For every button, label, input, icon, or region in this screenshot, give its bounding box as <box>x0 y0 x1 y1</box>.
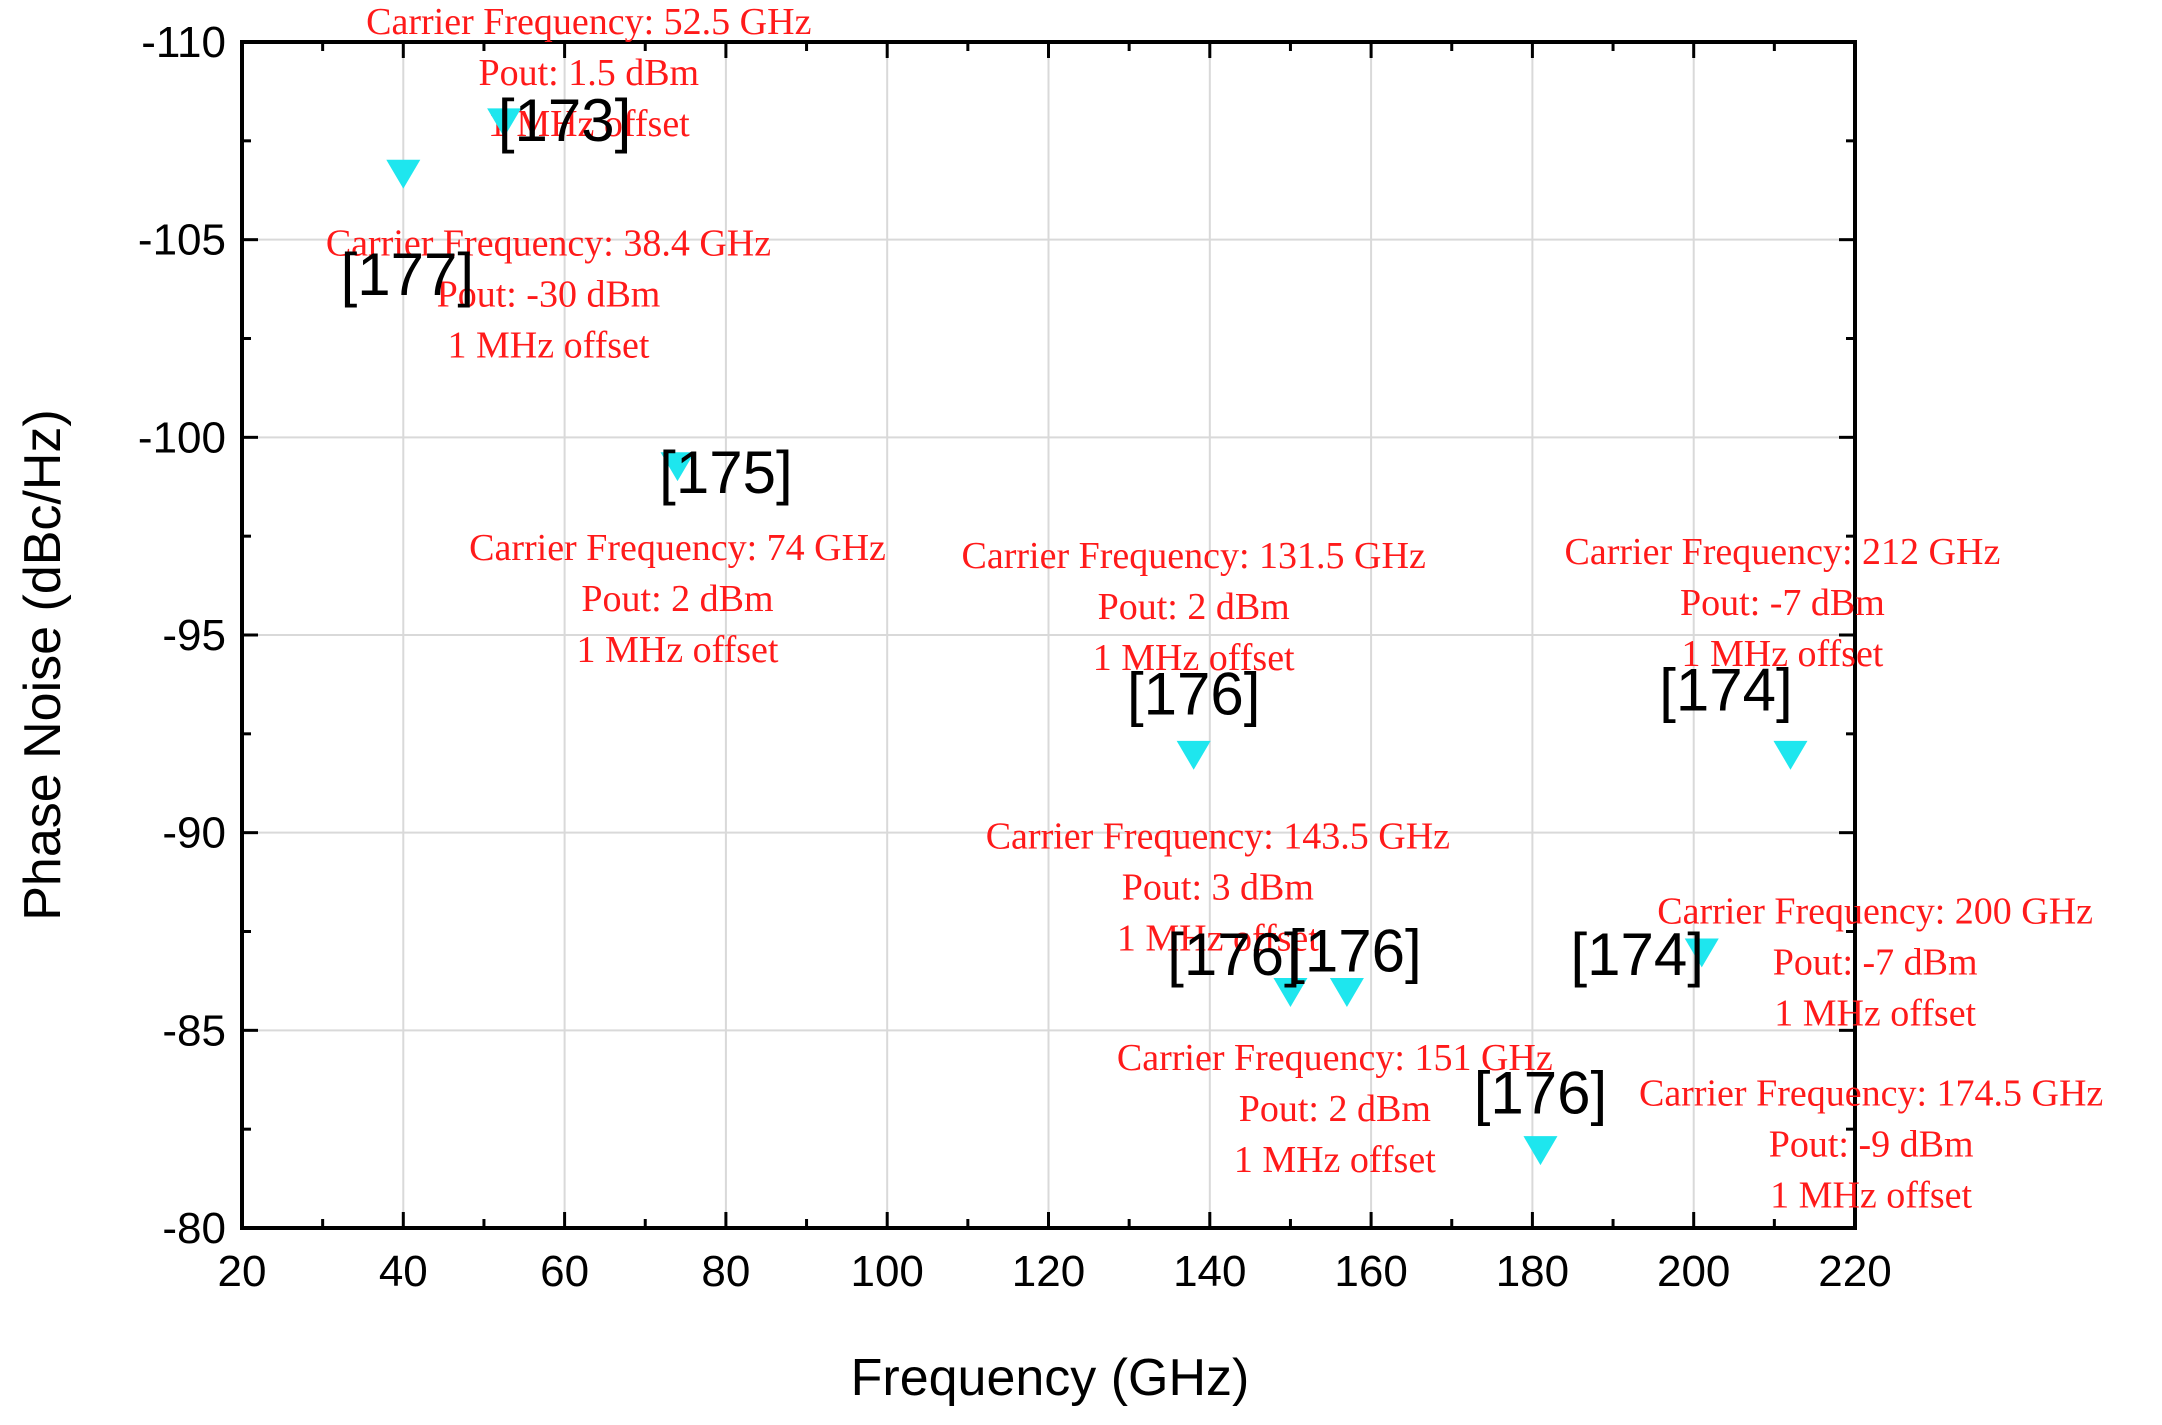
annotation-line: 1 MHz offset <box>1117 918 1319 960</box>
annotation-line: Carrier Frequency: 52.5 GHz <box>366 1 811 43</box>
annotation-line: Pout: -9 dBm <box>1769 1124 1974 1166</box>
y-tick-label: -95 <box>162 611 226 660</box>
y-tick-label: -110 <box>141 18 226 67</box>
data-point-marker <box>1273 978 1308 1007</box>
reference-label: [174] <box>1659 656 1792 723</box>
data-point-marker <box>1684 938 1719 968</box>
annotation-line: Pout: -30 dBm <box>437 274 661 316</box>
annotation-line: Pout: 1.5 dBm <box>478 52 699 94</box>
annotation-line: Carrier Frequency: 143.5 GHz <box>986 816 1450 858</box>
x-tick-label: 40 <box>379 1247 428 1296</box>
data-point-marker <box>1329 978 1364 1007</box>
y-axis-title: Phase Noise (dBc/Hz) <box>14 409 72 921</box>
grid-lines <box>242 42 1855 1228</box>
annotation-line: Carrier Frequency: 131.5 GHz <box>962 535 1426 577</box>
annotation-line: 1 MHz offset <box>448 325 650 367</box>
y-tick-label: -100 <box>138 413 226 462</box>
data-markers <box>386 108 1808 1166</box>
x-tick-label: 180 <box>1496 1247 1569 1296</box>
x-axis-title: Frequency (GHz) <box>851 1349 1250 1407</box>
reference-label: [177] <box>341 241 474 308</box>
annotation-line: Carrier Frequency: 74 GHz <box>469 527 886 569</box>
annotation-line: 1 MHz offset <box>1770 1175 1972 1217</box>
data-point-marker <box>660 452 695 482</box>
annotation-line: 1 MHz offset <box>577 629 779 671</box>
reference-label: [176] <box>1127 660 1260 727</box>
annotation-line: Pout: 3 dBm <box>1122 867 1314 909</box>
x-tick-label: 100 <box>850 1247 923 1296</box>
annotation-line: 1 MHz offset <box>1681 633 1883 675</box>
annotation-line: Carrier Frequency: 174.5 GHz <box>1639 1073 2103 1115</box>
reference-label: [175] <box>659 439 792 506</box>
annotation-line: Carrier Frequency: 212 GHz <box>1565 531 2001 573</box>
annotation-line: 1 MHz offset <box>1093 637 1295 679</box>
y-tick-label: -80 <box>162 1204 226 1253</box>
x-tick-label: 220 <box>1818 1247 1891 1296</box>
annotation-line: Pout: -7 dBm <box>1680 582 1885 624</box>
x-tick-labels: 20 40 60 80 100 120 140 160 180 200 220 <box>218 1247 1892 1296</box>
data-point-marker <box>386 159 421 189</box>
reference-label: [176] <box>1474 1060 1607 1127</box>
x-tick-label: 80 <box>701 1247 750 1296</box>
annotation-line: Carrier Frequency: 38.4 GHz <box>326 223 771 265</box>
annotations: Carrier Frequency: 52.5 GHz Pout: 1.5 dBm… <box>326 1 2103 1216</box>
annotation-line: 1 MHz offset <box>488 103 690 145</box>
annotation-line: 1 MHz offset <box>1774 993 1976 1035</box>
data-point-marker <box>487 108 522 138</box>
annotation-line: Pout: -7 dBm <box>1773 942 1978 984</box>
annotation-line: 1 MHz offset <box>1234 1139 1436 1181</box>
y-tick-label: -90 <box>162 809 226 858</box>
annotation-line: Carrier Frequency: 200 GHz <box>1657 891 2093 933</box>
reference-label: [176] <box>1288 917 1421 984</box>
x-tick-label: 160 <box>1334 1247 1407 1296</box>
axis-ticks <box>240 40 1857 1230</box>
y-tick-label: -105 <box>138 216 226 265</box>
reference-label: [173] <box>498 87 631 154</box>
annotation-line: Pout: 2 dBm <box>581 578 773 620</box>
y-tick-labels: -110 -105 -100 -95 -90 -85 -80 <box>138 18 226 1253</box>
annotation-line: Carrier Frequency: 151 GHz <box>1117 1037 1553 1079</box>
data-point-marker <box>1773 740 1808 770</box>
y-tick-label: -85 <box>162 1006 226 1055</box>
data-point-marker <box>1523 1136 1558 1166</box>
x-tick-label: 140 <box>1173 1247 1246 1296</box>
x-tick-label: 60 <box>540 1247 589 1296</box>
x-tick-label: 20 <box>218 1247 267 1296</box>
data-point-marker <box>1176 740 1211 770</box>
x-tick-label: 120 <box>1012 1247 1085 1296</box>
reference-label: [176] <box>1167 921 1300 988</box>
annotation-line: Pout: 2 dBm <box>1098 586 1290 628</box>
x-tick-label: 200 <box>1657 1247 1730 1296</box>
annotation-line: Pout: 2 dBm <box>1239 1088 1431 1130</box>
reference-labels: [173][177][175][176] [174][176][176] [174]… <box>341 87 1793 1127</box>
reference-label: [174] <box>1571 921 1704 988</box>
